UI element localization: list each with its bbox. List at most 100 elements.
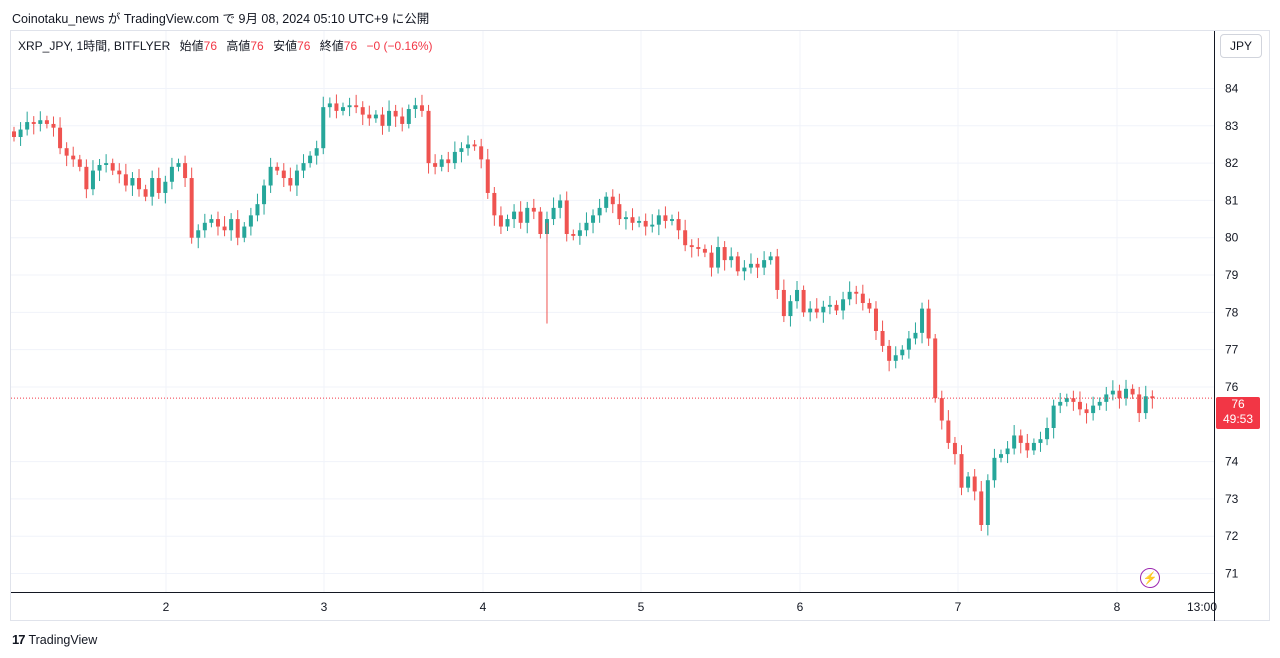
candle-body xyxy=(439,159,444,167)
candle-body xyxy=(479,146,484,160)
candle-body xyxy=(202,222,207,231)
candle-body xyxy=(255,204,260,216)
candle-body xyxy=(242,226,247,238)
candle-body xyxy=(117,170,122,175)
lightning-bolt-icon[interactable]: ⚡ xyxy=(1140,568,1160,588)
y-tick-label: 80 xyxy=(1225,231,1239,245)
candle-body xyxy=(1058,401,1063,406)
candle-body xyxy=(972,476,977,492)
y-tick-label: 79 xyxy=(1225,268,1239,282)
candle-body xyxy=(163,181,168,193)
candle-body xyxy=(275,166,280,171)
candle-body xyxy=(610,196,615,205)
x-tick-label: 2 xyxy=(163,600,170,614)
candle-body xyxy=(1143,396,1148,414)
candle-body xyxy=(979,491,984,525)
candle-body xyxy=(663,215,668,221)
candle-body xyxy=(1117,390,1122,399)
bar-countdown: 49:53 xyxy=(1222,412,1254,426)
candle-body xyxy=(25,122,30,130)
legend-high-label: 高値 xyxy=(226,39,251,53)
y-tick-label: 77 xyxy=(1225,343,1239,357)
candle-body xyxy=(946,420,951,443)
legend-symbol: XRP_JPY, 1時間, BITFLYER xyxy=(18,39,171,53)
legend-close-value: 76 xyxy=(343,39,358,53)
candle-body xyxy=(880,331,885,346)
candle-body xyxy=(176,163,181,167)
candle-body xyxy=(90,170,95,190)
candle-body xyxy=(577,230,582,236)
candle-body xyxy=(150,178,155,197)
candle-body xyxy=(834,304,839,311)
candle-body xyxy=(123,174,128,186)
candle-body xyxy=(538,211,543,234)
candle-body xyxy=(1084,409,1089,414)
candle-body xyxy=(617,204,622,220)
candle-body xyxy=(735,256,740,272)
candle-body xyxy=(768,256,773,261)
candle-body xyxy=(393,110,398,117)
legend-high-value: 76 xyxy=(250,39,264,53)
currency-button[interactable]: JPY xyxy=(1220,34,1262,58)
last-price-value: 76 xyxy=(1231,397,1245,411)
candle-body xyxy=(347,105,352,108)
candle-body xyxy=(512,211,517,220)
candle-body xyxy=(992,457,997,481)
candle-body xyxy=(906,338,911,350)
candle-body xyxy=(827,304,832,307)
candle-body xyxy=(755,263,760,268)
y-tick-label: 71 xyxy=(1225,567,1239,581)
candle-body xyxy=(1064,398,1069,402)
candle-body xyxy=(400,116,405,124)
y-tick-label: 82 xyxy=(1225,156,1239,170)
candle-body xyxy=(334,103,339,111)
candle-body xyxy=(814,308,819,313)
candle-body xyxy=(722,247,727,261)
candle-body xyxy=(169,166,174,182)
candle-body xyxy=(58,127,63,149)
candle-body xyxy=(130,178,135,186)
candle-body xyxy=(459,148,464,152)
candle-body xyxy=(913,332,918,339)
candle-body xyxy=(137,178,142,190)
candle-body xyxy=(591,215,596,223)
candle-body xyxy=(775,256,780,290)
candle-body xyxy=(716,247,721,268)
candle-body xyxy=(38,120,43,124)
candle-body xyxy=(518,211,523,223)
candle-body xyxy=(841,299,846,311)
candle-body xyxy=(77,159,82,167)
candle-body xyxy=(702,248,707,253)
published-info: Coinotaku_news が TradingView.com で 9月 08… xyxy=(12,12,430,26)
candle-body xyxy=(426,110,431,164)
candle-body xyxy=(360,107,365,115)
y-tick-label: 81 xyxy=(1225,193,1239,207)
candle-body xyxy=(110,163,115,171)
candle-body xyxy=(1130,388,1135,395)
candle-body xyxy=(1110,390,1115,395)
candle-body xyxy=(959,454,964,488)
candle-body xyxy=(268,166,273,186)
candle-body xyxy=(1045,428,1050,440)
candle-body xyxy=(446,159,451,164)
candle-body xyxy=(623,217,628,220)
candle-body xyxy=(466,144,471,149)
x-tick-label: 6 xyxy=(797,600,804,614)
candle-body xyxy=(1097,401,1102,406)
x-tick-label: 8 xyxy=(1114,600,1121,614)
candle-body xyxy=(433,163,438,167)
candle-body xyxy=(1137,394,1142,414)
candle-body xyxy=(308,155,313,164)
candle-body xyxy=(1124,388,1129,399)
y-tick-label: 73 xyxy=(1225,492,1239,506)
candle-body xyxy=(31,122,36,124)
candle-body xyxy=(1077,401,1082,410)
candle-body xyxy=(933,338,938,399)
candle-body xyxy=(492,192,497,216)
y-tick-label: 74 xyxy=(1225,455,1239,469)
candle-body xyxy=(472,144,477,147)
candle-body xyxy=(551,207,556,220)
candle-body xyxy=(301,163,306,171)
candle-body xyxy=(709,252,714,268)
